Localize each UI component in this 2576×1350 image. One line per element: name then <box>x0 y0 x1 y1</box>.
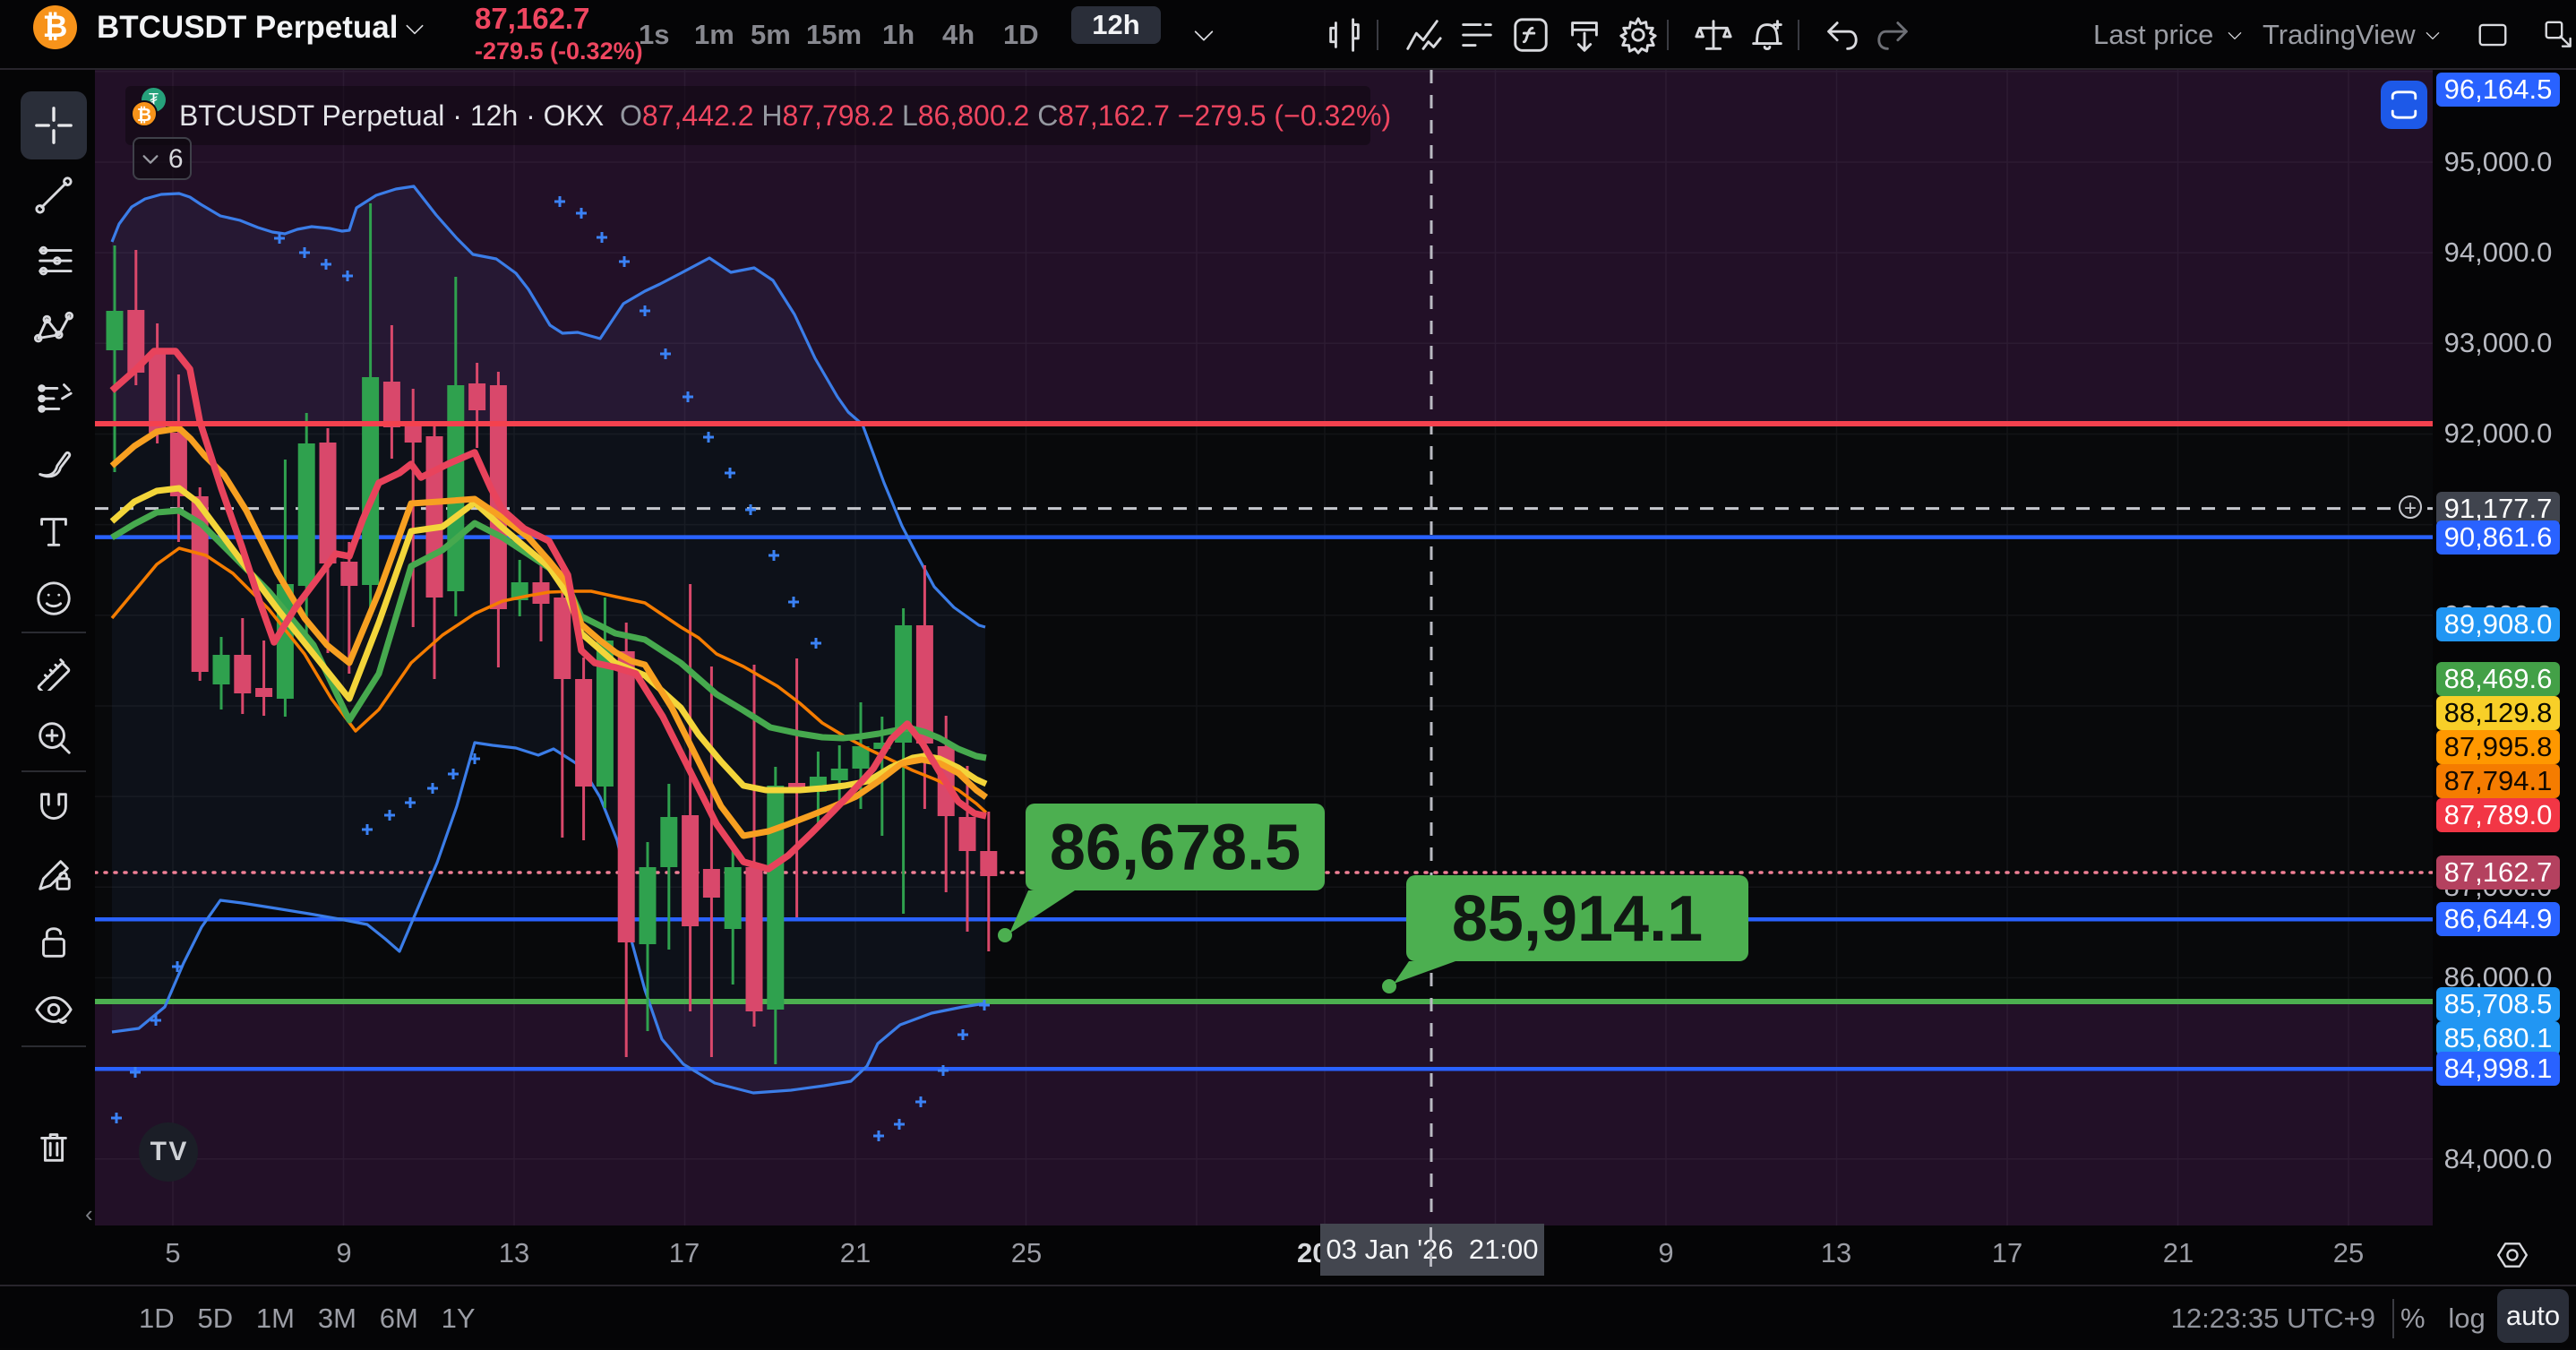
svg-text:86,678.5: 86,678.5 <box>1050 813 1301 884</box>
svg-text:85,914.1: 85,914.1 <box>1452 883 1703 955</box>
